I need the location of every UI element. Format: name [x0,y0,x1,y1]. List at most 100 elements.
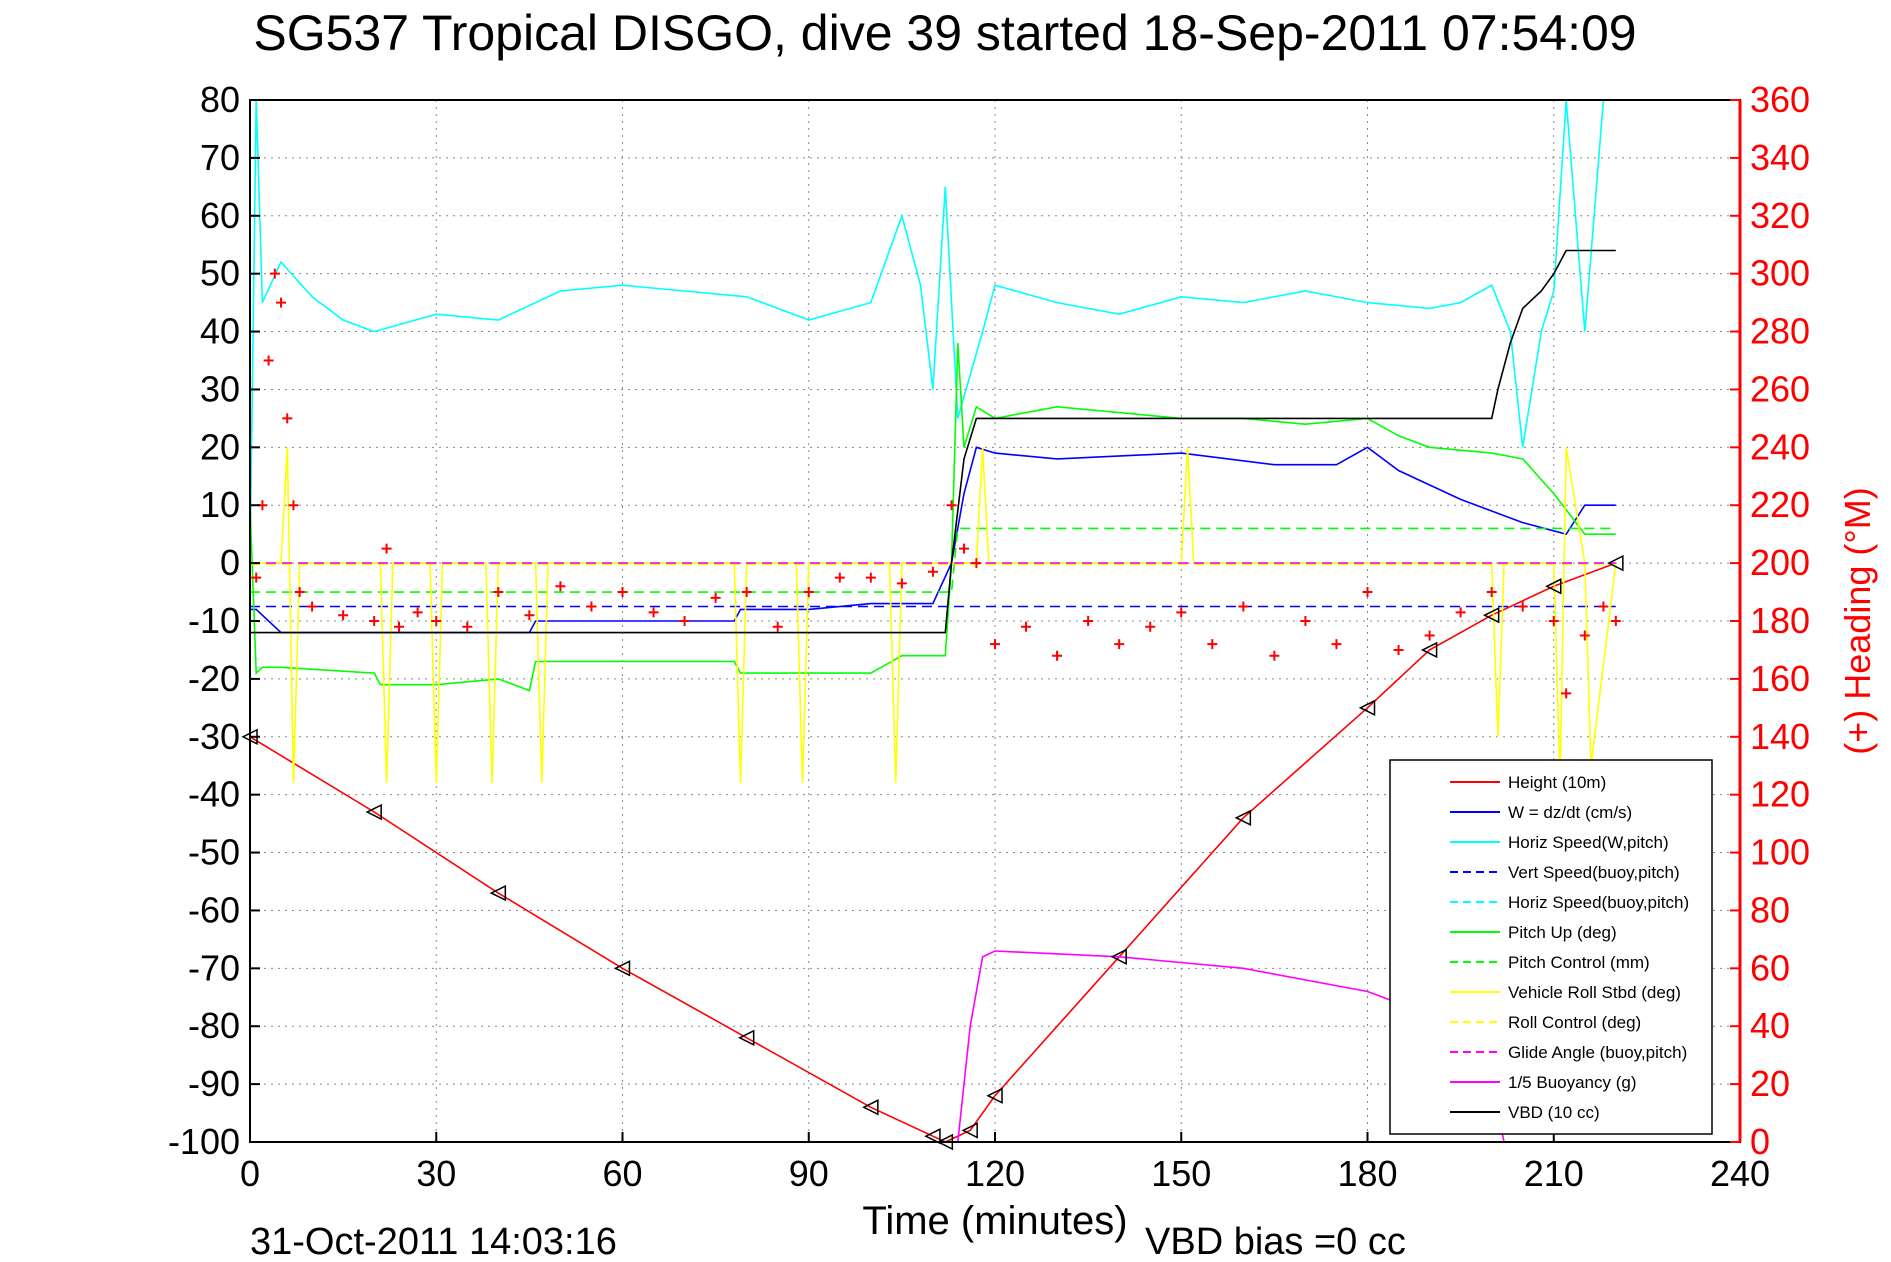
heading-point [946,500,957,511]
y-tick-label: -60 [188,889,240,930]
right-tick-label: 260 [1750,368,1810,409]
heading-point [251,572,262,583]
height-marker [613,960,631,977]
legend: Height (10m) W = dz/dt (cm/s) Horiz Speed(… [1389,759,1713,1135]
heading-point [381,543,392,554]
heading-point [1300,616,1311,626]
legend-entry: Pitch Control (mm) [1508,953,1650,972]
y-tick-label: -80 [188,1005,240,1046]
heading-point [927,566,938,577]
height-marker [365,803,382,821]
heading-point [307,601,318,612]
heading-point [1517,601,1528,612]
heading-point [1579,630,1590,641]
series-line-1 [250,446,1616,634]
right-tick-label: 160 [1750,658,1810,699]
heading-point [865,572,876,583]
x-tick-label: 240 [1710,1153,1770,1194]
y-tick-label: 30 [200,368,240,409]
y-tick-label: 40 [200,311,240,352]
heading-point [586,601,597,612]
y-tick-label: 70 [200,137,240,178]
vbd-bias-footer: VBD bias =0 cc [1145,1221,1406,1262]
heading-point [1145,621,1156,632]
heading-point [288,500,299,511]
series-line-2 [249,99,1616,564]
series-line-0 [249,562,1617,1143]
series-line-7 [250,447,1617,784]
heading-point [294,587,305,598]
x-axis-label: Time (minutes) [862,1199,1127,1243]
height-marker [1110,948,1127,965]
heading-point [1021,621,1032,632]
series-line-6 [250,527,1616,593]
right-tick-label: 200 [1750,542,1810,583]
right-tick-label: 240 [1750,426,1810,467]
height-marker [1420,641,1438,659]
x-tick-label: 120 [965,1153,1025,1194]
right-tick-label: 320 [1750,195,1810,236]
right-tick-label: 180 [1750,600,1810,641]
y-tick-label: -70 [188,947,240,988]
heading-point [1176,607,1187,618]
right-tick-label: 40 [1750,1005,1790,1046]
y-tick-label: 20 [200,426,240,467]
heading-point [803,587,814,598]
heading-point [710,592,721,603]
right-tick-label: 300 [1750,253,1810,294]
heading-point [1052,650,1063,661]
legend-entry: Pitch Up (deg) [1508,923,1617,942]
heading-point [493,587,504,598]
legend-box [1389,759,1713,1135]
right-tick-label: 100 [1750,832,1810,873]
right-tick-label: 220 [1750,484,1810,525]
height-marker [862,1099,879,1116]
y-tick-label: -100 [168,1121,240,1162]
x-tick-label: 150 [1151,1153,1211,1194]
x-tick-label: 180 [1337,1153,1397,1194]
right-tick-label: 80 [1750,889,1790,930]
heading-point [741,587,752,598]
y-tick-label: -10 [188,600,240,641]
heading-point [679,616,690,626]
y-tick-label: 50 [200,253,240,294]
heading-point [338,610,349,621]
height-marker [924,1127,941,1145]
legend-entry: Vehicle Roll Stbd (deg) [1508,983,1681,1002]
heading-point [276,297,287,308]
heading-point [1331,639,1342,650]
y-tick-label: -50 [188,832,240,873]
legend-entry: W = dz/dt (cm/s) [1508,803,1632,822]
right-tick-label: 280 [1750,311,1810,352]
legend-entry: Roll Control (deg) [1508,1013,1641,1032]
legend-entry: Horiz Speed(buoy,pitch) [1508,893,1689,912]
y-tick-label: 10 [200,484,240,525]
x-tick-label: 60 [602,1153,642,1194]
y-tick-label: -90 [188,1063,240,1104]
height-marker [1482,606,1500,624]
heading-point [1114,639,1125,650]
legend-entry: Glide Angle (buoy,pitch) [1508,1043,1687,1062]
heading-point [282,413,293,424]
right-tick-label: 60 [1750,947,1790,988]
heading-point [1238,601,1249,612]
y-tick-label: 0 [220,542,240,583]
height-marker [1545,578,1562,595]
heading-point [1269,650,1280,661]
height-marker [489,884,507,902]
legend-entry: Vert Speed(buoy,pitch) [1508,863,1680,882]
heading-point [263,355,274,366]
heading-point [1561,688,1572,699]
height-marker [1358,699,1376,717]
legend-entry: Height (10m) [1508,773,1606,792]
x-tick-label: 90 [789,1153,829,1194]
legend-entry: 1/5 Buoyancy (g) [1508,1073,1637,1092]
series-line-11 [250,249,1616,634]
heading-point [896,578,907,589]
x-tick-label: 30 [416,1153,456,1194]
chart-title: SG537 Tropical DISGO, dive 39 started 18… [253,5,1636,61]
timestamp-footer: 31-Oct-2011 14:03:16 [250,1221,617,1262]
heading-point [1424,630,1435,641]
y-tick-label: -40 [188,774,240,815]
